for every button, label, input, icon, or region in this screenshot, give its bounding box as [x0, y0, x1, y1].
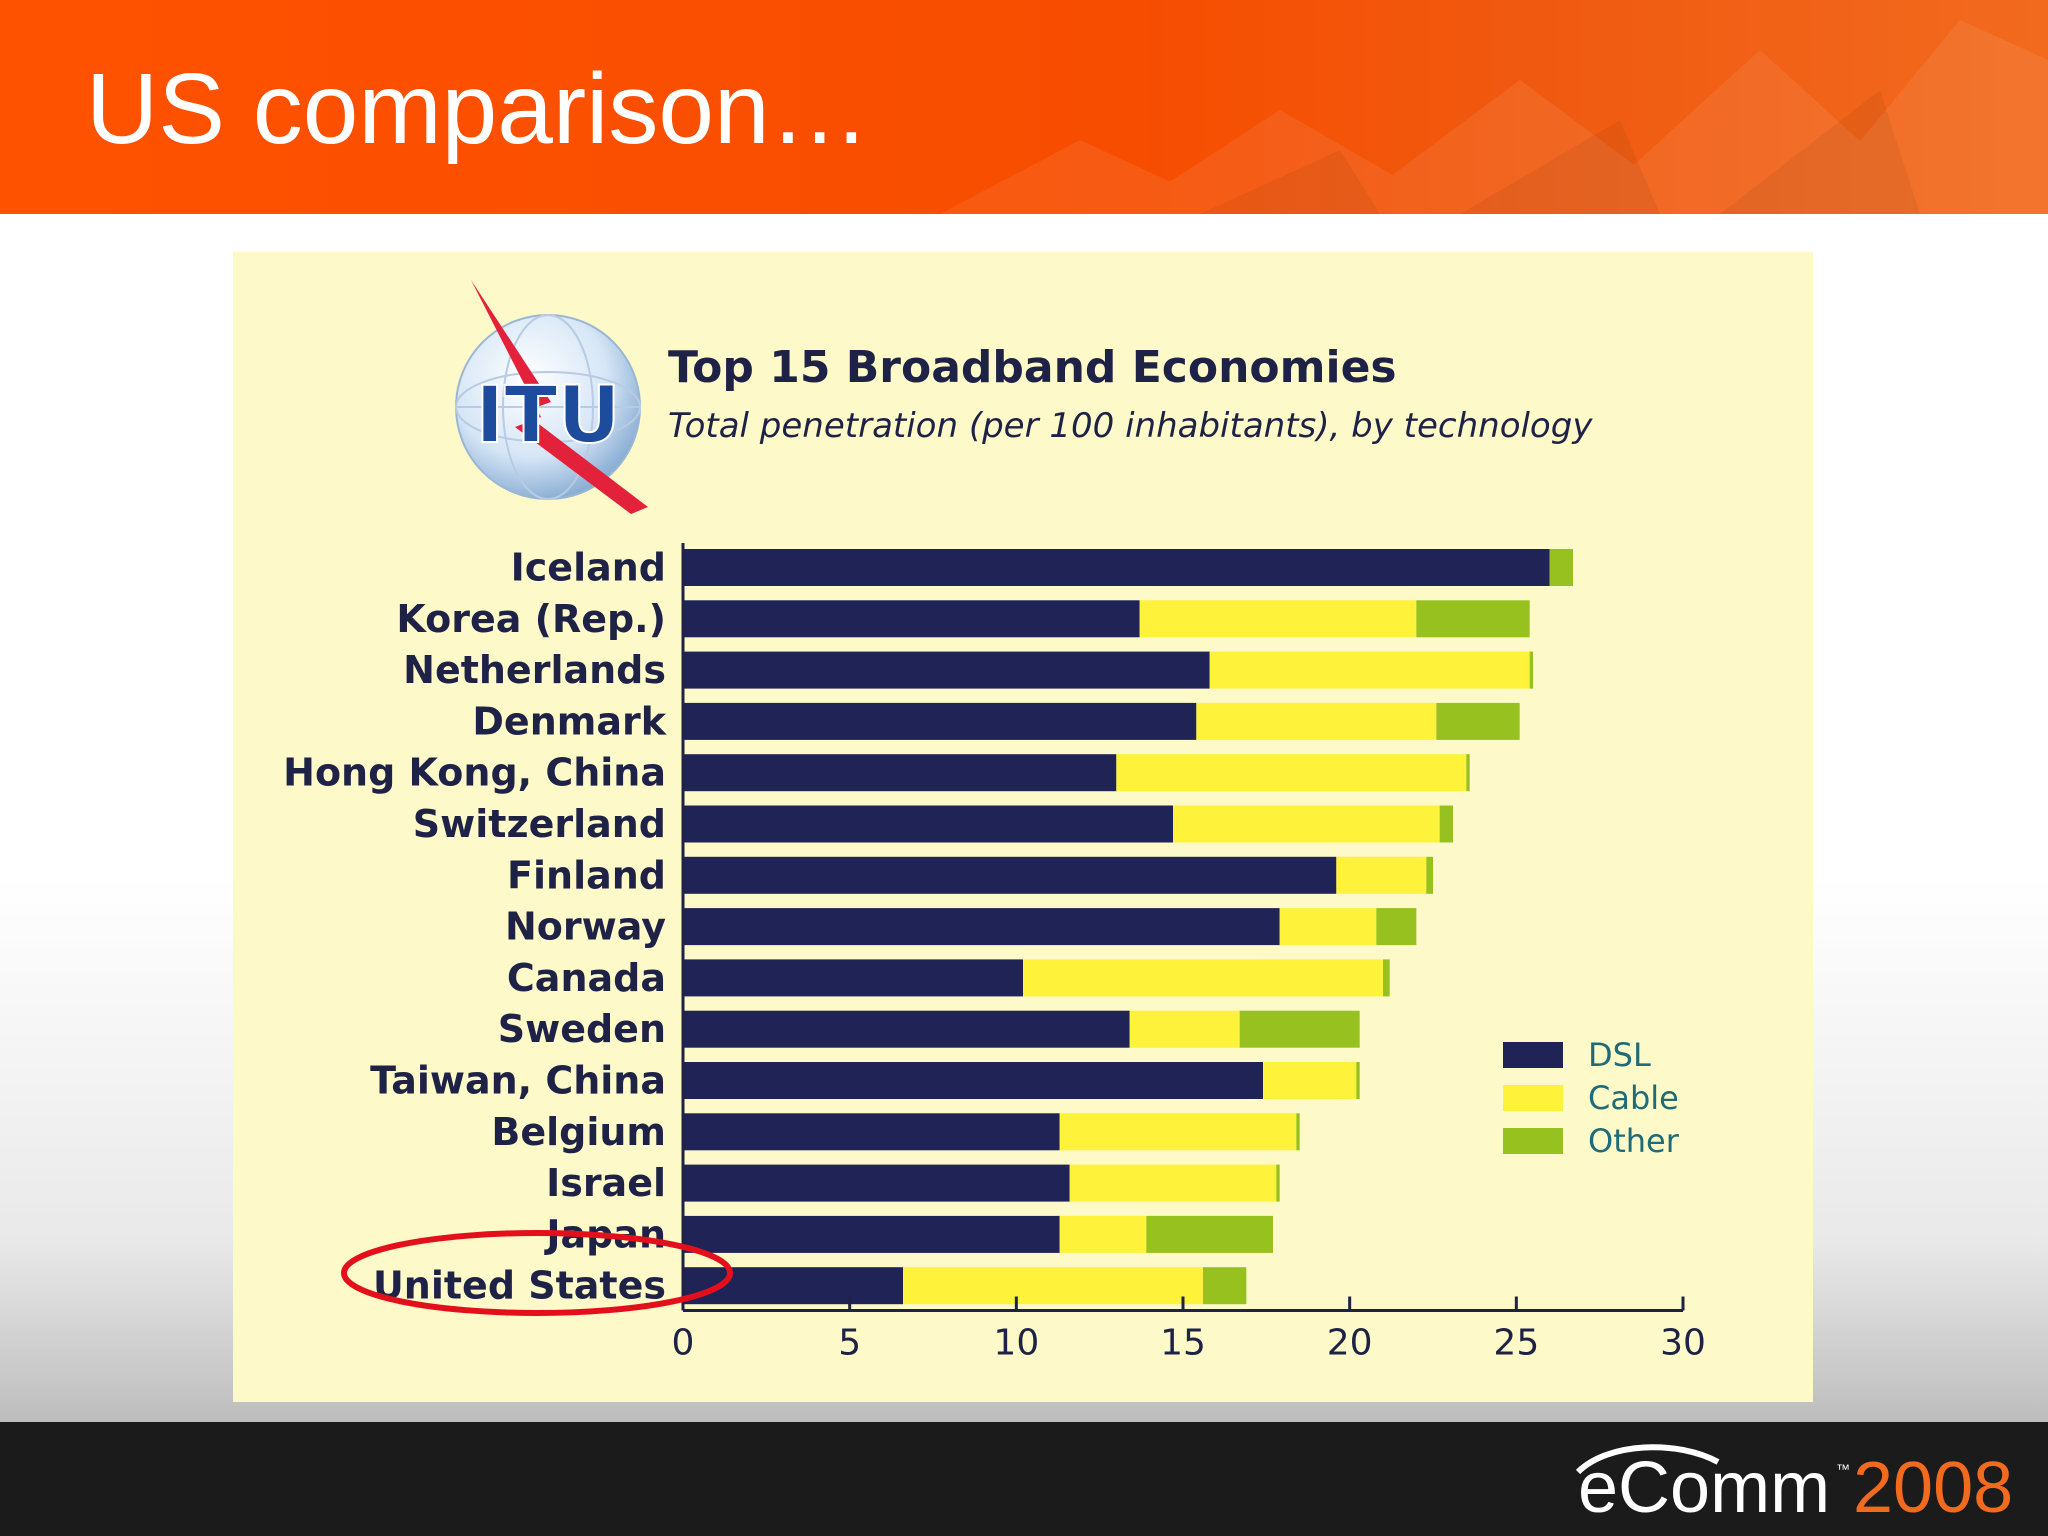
- category-label: Norway: [505, 905, 666, 949]
- brand-year: 2008: [1853, 1448, 2013, 1528]
- legend: DSL Cable Other: [1503, 1036, 1680, 1160]
- category-label: Iceland: [511, 546, 666, 590]
- bar-cable-netherlands: [1209, 651, 1530, 689]
- category-label: Belgium: [491, 1110, 666, 1154]
- bar-other-denmark: [1436, 702, 1520, 740]
- ecomm-swoosh-icon: [1575, 1444, 1720, 1475]
- legend-label-dsl: DSL: [1588, 1036, 1651, 1074]
- chart-panel: ITU Top 15 Broadband Economies Total pen…: [233, 252, 1813, 1402]
- bar-cable-sweden: [1129, 1010, 1240, 1048]
- legend-swatch-other: [1503, 1128, 1563, 1154]
- bar-cable-switzerland: [1173, 805, 1440, 843]
- bar-cable-japan: [1059, 1215, 1147, 1253]
- bar-other-hong-kong-china: [1466, 754, 1470, 792]
- x-tick-label: 15: [1160, 1323, 1206, 1364]
- category-label: Switzerland: [413, 802, 666, 846]
- bar-dsl-iceland: [683, 549, 1550, 586]
- itu-logo: ITU: [455, 280, 648, 514]
- bar-dsl-finland: [683, 856, 1337, 894]
- header-decoration: [940, 20, 2048, 214]
- bar-dsl-israel: [683, 1164, 1070, 1202]
- category-label: Taiwan, China: [370, 1059, 666, 1103]
- x-tick-label: 30: [1660, 1323, 1706, 1364]
- category-label: Israel: [546, 1161, 666, 1205]
- bar-dsl-japan: [683, 1215, 1060, 1253]
- bar-cable-united-states: [903, 1267, 1203, 1305]
- bar-cable-belgium: [1059, 1113, 1297, 1151]
- bar-dsl-hong-kong-china: [683, 754, 1117, 792]
- bar-cable-korea-rep-: [1139, 600, 1417, 638]
- bar-cable-finland: [1336, 856, 1427, 894]
- category-labels: Iceland Korea (Rep.) Netherlands Denmark Hon…: [283, 546, 667, 1308]
- chart-title: Top 15 Broadband Economies: [668, 342, 1397, 393]
- slide-header: US comparison…: [0, 0, 2048, 214]
- x-axis: 0 5 10 15 20 25 30: [672, 543, 1706, 1364]
- slide-title: US comparison…: [86, 53, 870, 165]
- broadband-chart: ITU Top 15 Broadband Economies Total pen…: [283, 280, 1706, 1364]
- bar-cable-norway: [1279, 908, 1377, 946]
- svg-text:eComm: eComm: [1578, 1448, 1830, 1528]
- category-label: Sweden: [498, 1007, 666, 1051]
- brand-tm: ™: [1836, 1461, 1850, 1477]
- bar-other-iceland: [1549, 549, 1573, 586]
- united-states-highlight-circle: [341, 1230, 733, 1316]
- slide-footer: eComm ™ 2008: [0, 1422, 2048, 1536]
- bar-other-norway: [1376, 908, 1417, 946]
- category-label: United States: [373, 1264, 666, 1308]
- itu-logo-text: ITU: [475, 371, 621, 461]
- category-label: Hong Kong, China: [283, 751, 666, 795]
- bar-cable-denmark: [1196, 702, 1437, 740]
- bar-dsl-taiwan-china: [683, 1062, 1263, 1099]
- brand-comm: Comm: [1618, 1448, 1830, 1528]
- x-tick-label: 0: [672, 1323, 695, 1364]
- bar-dsl-belgium: [683, 1113, 1060, 1151]
- category-label: Netherlands: [403, 648, 666, 692]
- bar-other-finland: [1426, 856, 1433, 894]
- legend-swatch-dsl: [1503, 1042, 1563, 1068]
- bar-other-united-states: [1203, 1267, 1247, 1305]
- category-label: Denmark: [472, 699, 666, 743]
- bar-cable-israel: [1069, 1164, 1277, 1202]
- bar-other-korea-rep-: [1416, 600, 1530, 638]
- bar-other-taiwan-china: [1356, 1062, 1360, 1099]
- legend-label-cable: Cable: [1588, 1079, 1679, 1117]
- x-tick-label: 25: [1493, 1323, 1539, 1364]
- bar-other-japan: [1146, 1215, 1273, 1253]
- bar-cable-hong-kong-china: [1116, 754, 1467, 792]
- x-tick-label: 20: [1327, 1323, 1373, 1364]
- bar-cable-canada: [1023, 959, 1383, 997]
- bar-dsl-netherlands: [683, 651, 1210, 689]
- bar-dsl-switzerland: [683, 805, 1173, 843]
- category-label: Korea (Rep.): [396, 597, 666, 641]
- bar-other-switzerland: [1439, 805, 1453, 843]
- bar-other-sweden: [1239, 1010, 1360, 1048]
- bar-dsl-denmark: [683, 702, 1197, 740]
- category-label: Canada: [507, 956, 666, 1000]
- bar-other-israel: [1276, 1164, 1280, 1202]
- bar-dsl-canada: [683, 959, 1023, 997]
- bar-other-canada: [1383, 959, 1390, 997]
- x-tick-label: 5: [838, 1323, 861, 1364]
- bar-other-belgium: [1296, 1113, 1300, 1151]
- legend-label-other: Other: [1588, 1122, 1680, 1160]
- brand-e: e: [1578, 1448, 1618, 1528]
- chart-subtitle: Total penetration (per 100 inhabitants),…: [668, 406, 1593, 446]
- bar-cable-taiwan-china: [1263, 1062, 1357, 1099]
- category-label: Finland: [507, 853, 666, 897]
- bars-group: [683, 549, 1573, 1305]
- bar-dsl-norway: [683, 908, 1280, 946]
- bar-other-netherlands: [1529, 651, 1533, 689]
- legend-swatch-cable: [1503, 1085, 1563, 1111]
- bar-dsl-korea-rep-: [683, 600, 1140, 638]
- bar-dsl-sweden: [683, 1010, 1130, 1048]
- x-tick-label: 10: [993, 1323, 1039, 1364]
- ecomm-2008-logo: eComm ™ 2008: [1575, 1444, 2013, 1528]
